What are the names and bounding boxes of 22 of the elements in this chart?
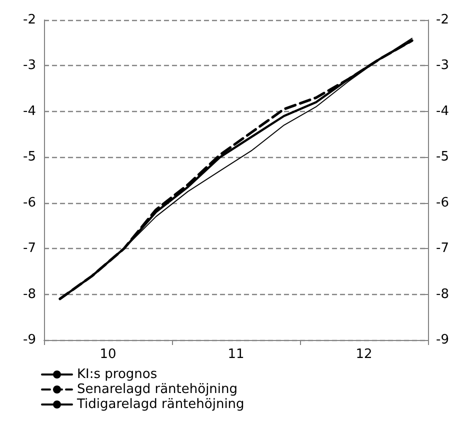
- y2-tick-label: -3: [436, 58, 449, 74]
- y2-tick-label: -7: [436, 241, 449, 256]
- y2-tick-label: -8: [436, 286, 449, 302]
- x-tick-label: 12: [356, 347, 372, 362]
- y2-tick-label: -9: [436, 332, 449, 348]
- legend-label: Senarelagd räntehöjning: [77, 382, 238, 397]
- x-tick-label: 10: [100, 347, 116, 362]
- legend-label: KI:s prognos: [77, 367, 158, 382]
- y-tick-label: -4: [23, 104, 36, 119]
- y-tick-label: -5: [23, 150, 36, 165]
- y-tick-label: -8: [23, 286, 36, 302]
- y-tick-label: -2: [23, 12, 36, 28]
- y2-tick-label: -2: [436, 12, 449, 28]
- x-tick-label: 11: [228, 347, 244, 362]
- y-tick-label: -9: [23, 332, 36, 348]
- legend-label: Tidigarelagd räntehöjning: [76, 397, 244, 412]
- y-tick-label: -7: [23, 241, 36, 256]
- y2-tick-label: -4: [436, 104, 449, 119]
- y-tick-label: -3: [23, 58, 36, 74]
- y-tick-label: -6: [23, 195, 36, 210]
- y2-tick-label: -5: [436, 150, 449, 165]
- y2-tick-label: -6: [436, 195, 449, 210]
